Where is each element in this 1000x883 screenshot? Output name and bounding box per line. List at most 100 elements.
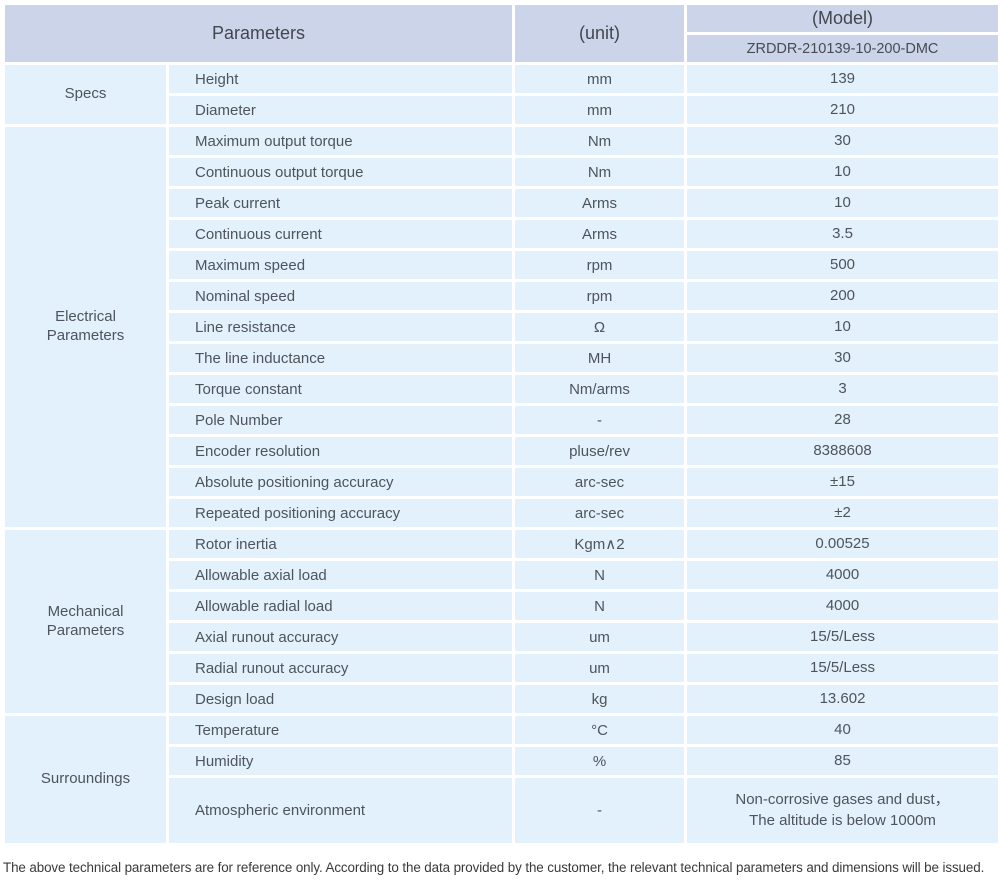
table-row: Electrical Parameters Maximum output tor… [2,124,1000,530]
value-cell: 13.602 [684,682,1000,716]
param-cell: Continuous output torque [165,155,516,189]
unit-cell: Arms [512,186,688,220]
value-cell: 10 [684,310,1000,344]
unit-cell: arc-sec [512,465,688,499]
table-row: Encoder resolution pluse/rev 8388608 [4,434,1000,468]
param-cell: Line resistance [165,310,516,344]
header-row-1: Parameters (unit) (Model) [1,2,1000,65]
table-row: Mechanical Parameters Rotor inertia Kgm∧… [2,527,1000,716]
table-row: The line inductance MH 30 [4,341,1000,375]
value-cell: ±15 [684,465,1000,499]
table-row: Peak current Arms 10 [4,186,1000,220]
value-cell: 15/5/Less [684,651,1000,685]
header-row-2: ZRDDR-210139-10-200-DMC [4,32,1000,65]
param-cell: Height [165,62,516,96]
param-cell: Allowable radial load [165,589,516,623]
value-cell: 3 [684,372,1000,406]
unit-cell: - [512,775,688,846]
table-row: Repeated positioning accuracy arc-sec ±2 [4,496,1000,530]
value-cell: 85 [684,744,1000,778]
value-cell: 15/5/Less [684,620,1000,654]
param-cell: Encoder resolution [165,434,516,468]
value-cell: 30 [684,124,1000,158]
group-label-mechanical-parameters: Mechanical Parameters [2,527,169,716]
unit-cell: Ω [512,310,688,344]
table-header: Parameters (unit) (Model) ZRDDR-210139-1… [1,2,1000,65]
unit-cell: % [512,744,688,778]
table-row: Specs Height mm 139 [2,62,1000,127]
table-row: Continuous output torque Nm 10 [4,155,1000,189]
value-cell: 10 [684,186,1000,220]
param-cell: Maximum speed [165,248,516,282]
unit-cell: pluse/rev [512,434,688,468]
table-row: Maximum speed rpm 500 [4,248,1000,282]
param-cell: Repeated positioning accuracy [165,496,516,530]
param-cell: Radial runout accuracy [165,651,516,685]
value-cell: 200 [684,279,1000,313]
table-row: Line resistance Ω 10 [4,310,1000,344]
param-cell: Rotor inertia [165,527,516,561]
table-row: Design load kg 13.602 [4,682,1000,716]
value-cell: 4000 [684,589,1000,623]
parameters-table: Parameters (unit) (Model) ZRDDR-210139-1… [1,2,1000,846]
table-row: Humidity % 85 [4,744,1000,778]
param-cell: Atmospheric environment [165,775,516,846]
table-row: Diameter mm 210 [4,93,1000,127]
header-parameters: Parameters [1,2,516,65]
table-row: Axial runout accuracy um 15/5/Less [4,620,1000,654]
param-cell: Continuous current [165,217,516,251]
group-label-specs: Specs [2,62,169,127]
header-unit: (unit) [512,2,688,65]
value-cell: 8388608 [684,434,1000,468]
unit-cell: rpm [512,279,688,313]
param-cell: Absolute positioning accuracy [165,465,516,499]
unit-cell: Nm [512,124,688,158]
table-row: Surroundings Temperature °C 40 [2,713,1000,846]
param-cell: Axial runout accuracy [165,620,516,654]
unit-cell: arc-sec [512,496,688,530]
param-cell: Nominal speed [165,279,516,313]
unit-cell: um [512,620,688,654]
unit-cell: N [512,558,688,592]
unit-cell: Kgm∧2 [512,527,688,561]
value-cell: 139 [684,62,1000,96]
param-cell: Allowable axial load [165,558,516,592]
value-cell: 40 [684,713,1000,747]
param-cell: Torque constant [165,372,516,406]
unit-cell: Nm/arms [512,372,688,406]
table-row: Absolute positioning accuracy arc-sec ±1… [4,465,1000,499]
unit-cell: um [512,651,688,685]
value-cell: 28 [684,403,1000,437]
param-cell: Pole Number [165,403,516,437]
table-row: Pole Number - 28 [4,403,1000,437]
value-cell: 30 [684,341,1000,375]
header-model: (Model) [684,2,1000,35]
value-cell: 0.00525 [684,527,1000,561]
table-row: Allowable axial load N 4000 [4,558,1000,592]
unit-cell: mm [512,93,688,127]
param-cell: The line inductance [165,341,516,375]
unit-cell: MH [512,341,688,375]
value-cell: 500 [684,248,1000,282]
value-cell: ±2 [684,496,1000,530]
unit-cell: °C [512,713,688,747]
group-label-surroundings: Surroundings [2,713,169,846]
group-label-electrical-parameters: Electrical Parameters [2,124,169,530]
unit-cell: N [512,589,688,623]
header-model-number: ZRDDR-210139-10-200-DMC [684,32,1000,65]
table-body: Specs Height mm 139 Diameter mm 210 Elec… [2,62,1000,846]
param-cell: Diameter [165,93,516,127]
table-row: Continuous current Arms 3.5 [4,217,1000,251]
table-row: Allowable radial load N 4000 [4,589,1000,623]
table-row: Atmospheric environment - Non-corrosive … [4,775,1000,846]
param-cell: Temperature [165,713,516,747]
value-cell: 210 [684,93,1000,127]
param-cell: Maximum output torque [165,124,516,158]
unit-cell: kg [512,682,688,716]
unit-cell: mm [512,62,688,96]
table-row: Torque constant Nm/arms 3 [4,372,1000,406]
unit-cell: Nm [512,155,688,189]
value-cell: Non-corrosive gases and dust， The altitu… [684,775,1000,846]
param-cell: Design load [165,682,516,716]
